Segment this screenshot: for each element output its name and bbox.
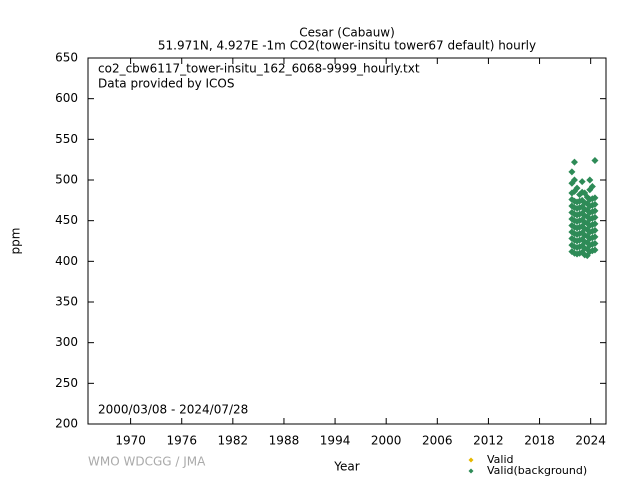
legend-marker [468, 468, 474, 474]
legend-marker [468, 457, 474, 463]
data-point [591, 233, 599, 241]
legend-label: Valid(background) [487, 464, 587, 477]
x-tick-label: 2024 [575, 434, 606, 448]
data-point [570, 176, 578, 184]
data-point [591, 200, 599, 208]
chart-subtitle: 51.971N, 4.927E -1m CO2(tower-insitu tow… [158, 39, 536, 53]
y-tick-label: 350 [55, 295, 78, 309]
data-point [588, 183, 596, 191]
y-tick-label: 400 [55, 254, 78, 268]
data-point [591, 239, 599, 247]
data-point [591, 194, 599, 202]
data-point [591, 213, 599, 221]
y-tick-label: 450 [55, 213, 78, 227]
x-tick-label: 1982 [218, 434, 249, 448]
data-point [591, 246, 599, 254]
x-axis-label: Year [333, 460, 359, 474]
annotation: 2000/03/08 - 2024/07/28 [98, 403, 248, 417]
data-point [591, 207, 599, 215]
annotation: Data provided by ICOS [98, 77, 234, 91]
x-tick-label: 1976 [166, 434, 197, 448]
x-tick-label: 2006 [422, 434, 453, 448]
y-tick-label: 650 [55, 51, 78, 65]
x-tick-label: 1988 [269, 434, 300, 448]
data-point [591, 220, 599, 228]
y-axis-label: ppm [9, 228, 23, 255]
x-tick-label: 2018 [524, 434, 555, 448]
data-point [591, 156, 599, 164]
x-tick-label: 2000 [371, 434, 402, 448]
data-point [570, 158, 578, 166]
y-tick-label: 600 [55, 91, 78, 105]
y-tick-label: 250 [55, 376, 78, 390]
data-point [578, 178, 586, 186]
data-point [591, 226, 599, 234]
legend-label: Valid [487, 453, 514, 466]
y-tick-label: 500 [55, 173, 78, 187]
plot-frame [87, 57, 607, 425]
data-point [568, 168, 576, 176]
chart-title: Cesar (Cabauw) [299, 26, 395, 40]
data-point [586, 176, 594, 184]
x-tick-label: 1994 [320, 434, 351, 448]
x-tick-label: 2012 [473, 434, 504, 448]
y-tick-label: 550 [55, 132, 78, 146]
x-tick-label: 1970 [115, 434, 146, 448]
y-tick-label: 200 [55, 417, 78, 431]
credit: WMO WDCGG / JMA [88, 455, 206, 469]
data-point [573, 184, 581, 192]
annotation: co2_cbw6117_tower-insitu_162_6068-9999_h… [98, 62, 420, 76]
y-tick-label: 300 [55, 335, 78, 349]
